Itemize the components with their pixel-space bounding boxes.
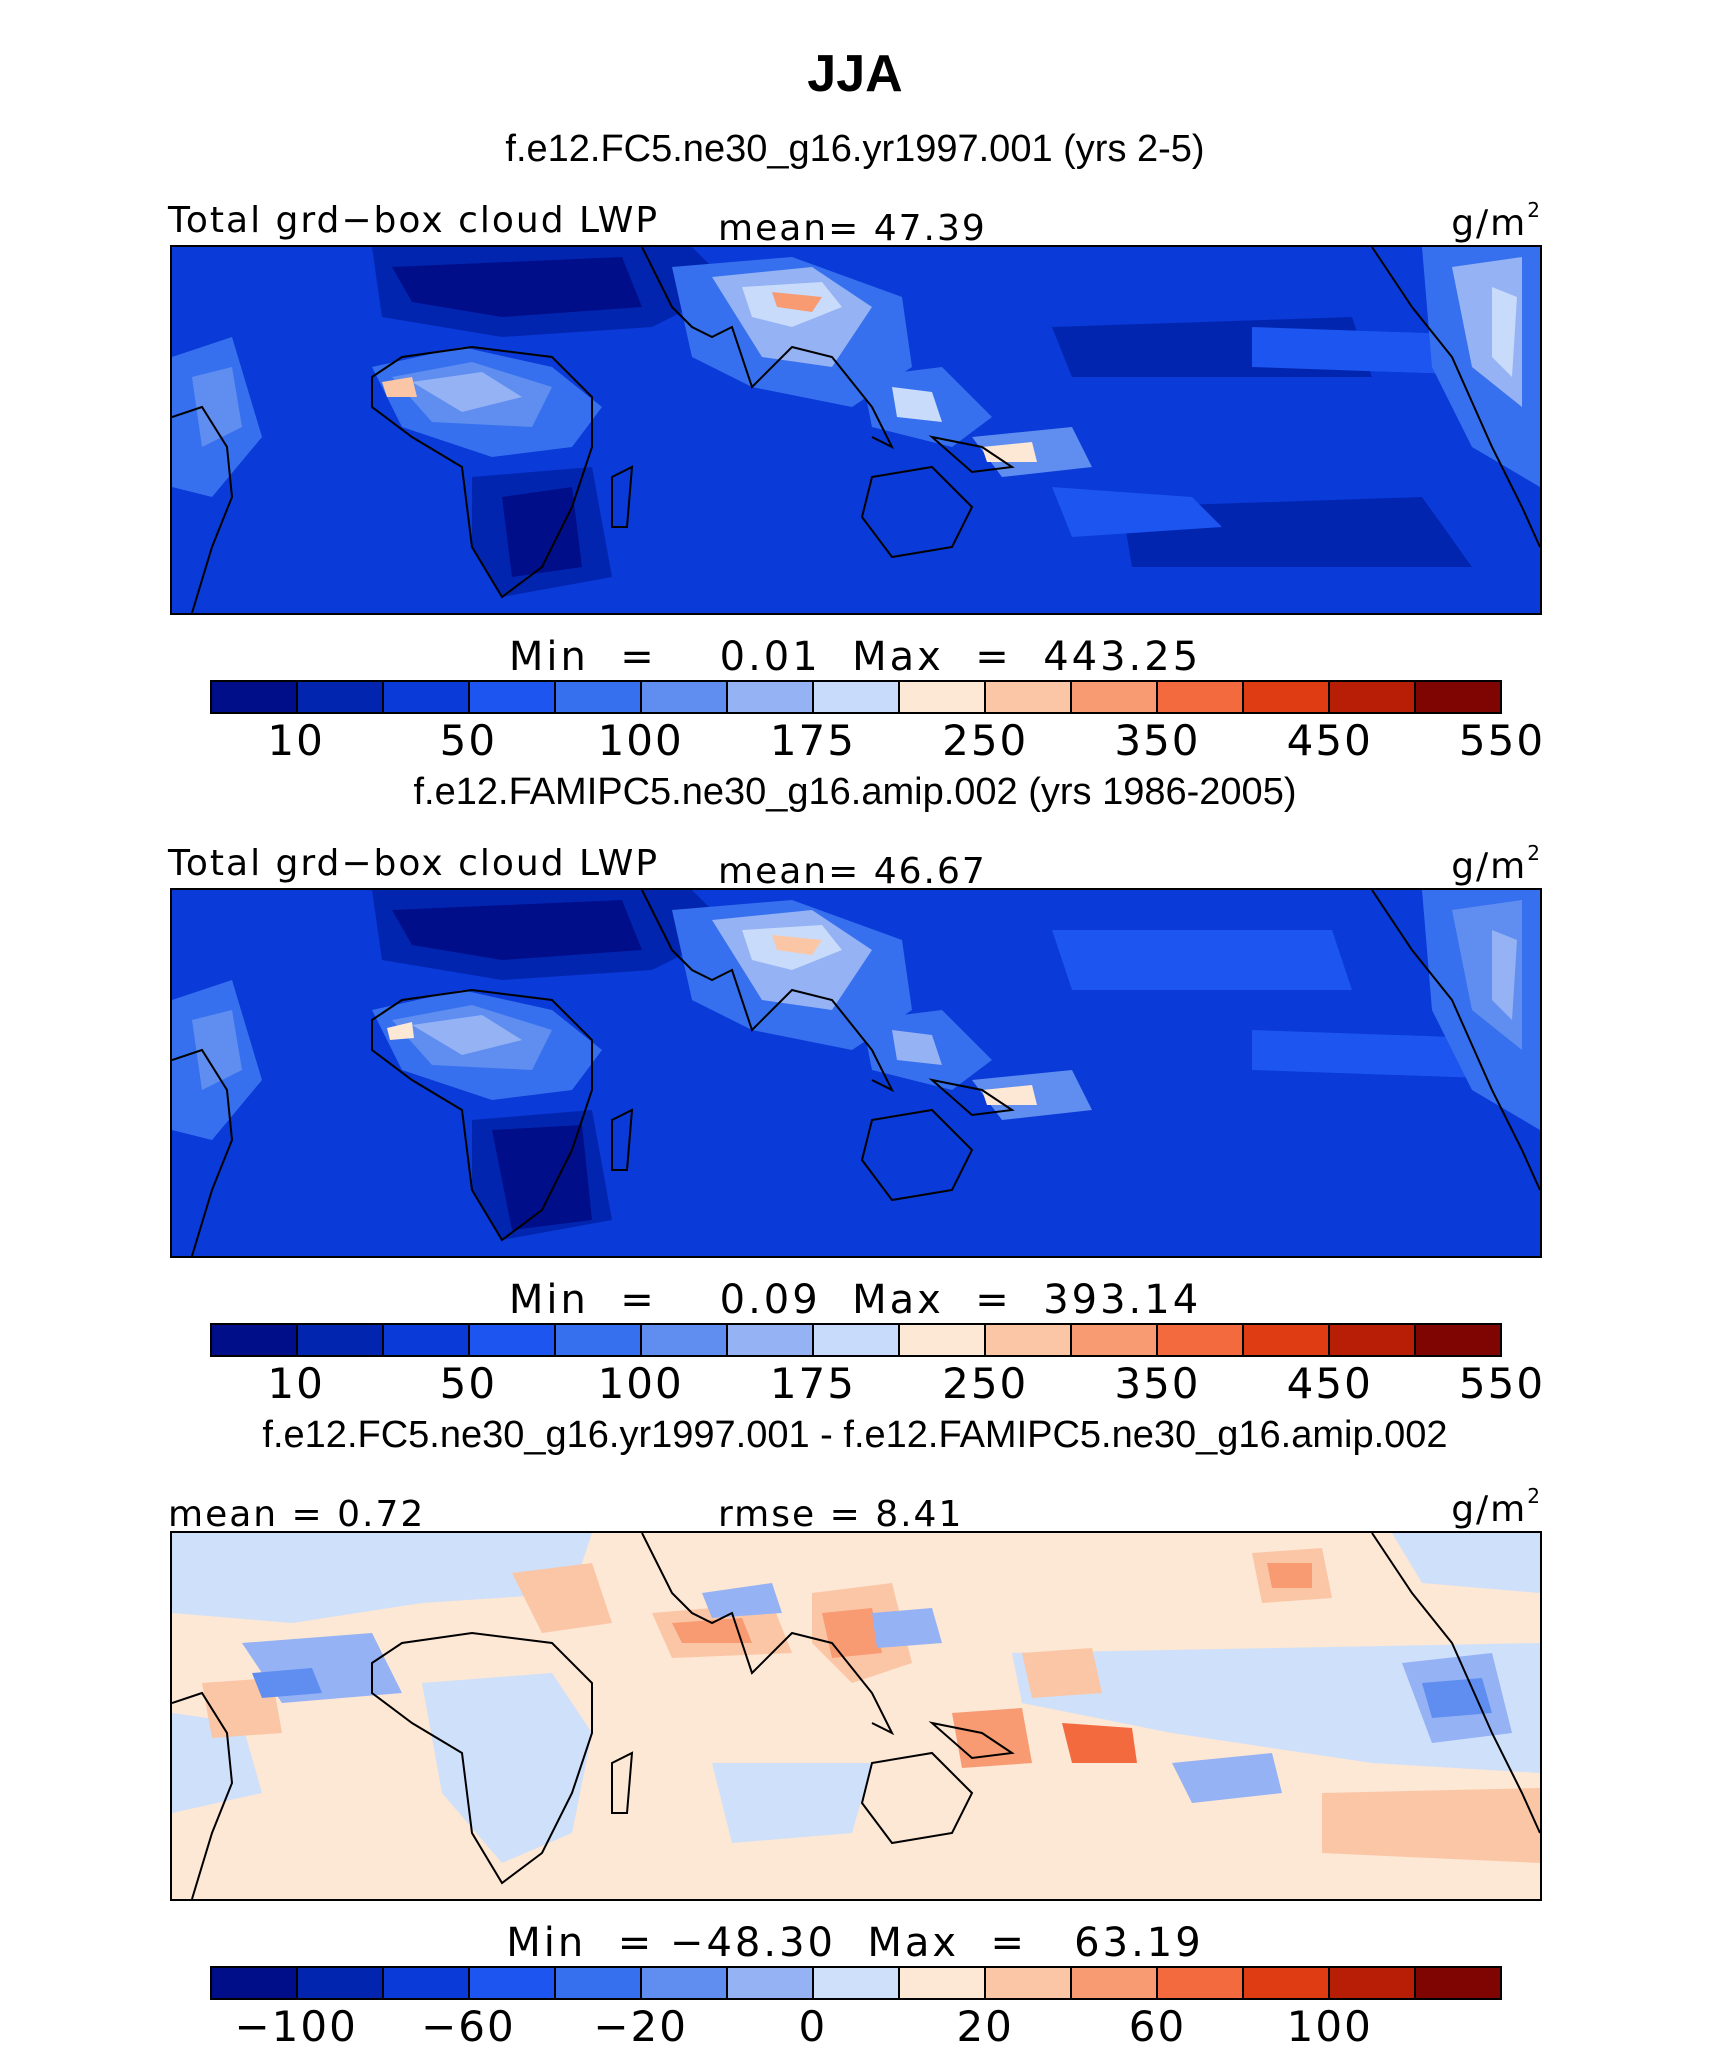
panel-2-minmax: Min = 0.09 Max = 393.14 [508, 1277, 1202, 1323]
colorbar-swatch [1158, 682, 1244, 712]
colorbar-tick-label: 100 [1286, 2002, 1373, 2051]
colorbar-swatch [986, 1968, 1072, 1998]
colorbar-swatch [470, 1968, 556, 1998]
colorbar-tick-label: 100 [597, 1359, 684, 1408]
colorbar-tick-label: 350 [1114, 1359, 1201, 1408]
panel-2-unit-label: g/m2 [1451, 841, 1542, 887]
colorbar-swatch [1416, 1968, 1500, 1998]
colorbar-swatch [1416, 682, 1500, 712]
colorbar-tick-label: 250 [942, 716, 1029, 765]
colorbar-tick-label: 350 [1114, 716, 1201, 765]
colorbar-swatch [470, 682, 556, 712]
panel-1-case-title: f.e12.FC5.ne30_g16.yr1997.001 (yrs 2-5) [505, 128, 1205, 170]
figure-title: JJA [807, 45, 903, 103]
colorbar-swatch [384, 1968, 470, 1998]
panel-2-map [170, 888, 1542, 1258]
colorbar-swatch [814, 1325, 900, 1355]
colorbar-swatch [642, 682, 728, 712]
colorbar-swatch [1158, 1325, 1244, 1355]
panel-2-contour-field [172, 890, 1540, 1256]
panel-1-colorbar-ticks: 10 50 100 175 250 350 450 550 [210, 716, 1543, 765]
panel-1-variable-label: Total grd−box cloud LWP [168, 200, 660, 241]
colorbar-tick-label: 50 [439, 716, 498, 765]
colorbar-tick-label: 450 [1286, 716, 1373, 765]
panel-1-colorbar [210, 680, 1502, 714]
panel-3-unit-label: g/m2 [1451, 1484, 1542, 1530]
panel-2-case-title: f.e12.FAMIPC5.ne30_g16.amip.002 (yrs 198… [413, 771, 1297, 813]
panel-3-mean-label: mean = 0.72 [168, 1494, 426, 1535]
colorbar-swatch [642, 1325, 728, 1355]
colorbar-swatch [212, 682, 298, 712]
colorbar-swatch [728, 1968, 814, 1998]
panel-1-unit-label: g/m2 [1451, 198, 1542, 244]
colorbar-swatch [298, 1325, 384, 1355]
colorbar-tick-label: 100 [597, 716, 684, 765]
panel-3-rmse-label: rmse = 8.41 [718, 1494, 964, 1535]
colorbar-tick-label: 175 [769, 716, 857, 765]
panel-2-mean-label: mean= 46.67 [718, 851, 987, 892]
panel-3-minmax: Min = −48.30 Max = 63.19 [506, 1920, 1204, 1966]
colorbar-tick-label: −20 [593, 2002, 688, 2051]
colorbar-tick-label: 450 [1286, 1359, 1373, 1408]
colorbar-swatch [1158, 1968, 1244, 1998]
panel-2-variable-label: Total grd−box cloud LWP [168, 843, 660, 884]
colorbar-swatch [556, 1968, 642, 1998]
colorbar-swatch [1416, 1325, 1500, 1355]
colorbar-swatch [384, 1325, 470, 1355]
colorbar-tick-label: 10 [267, 1359, 325, 1408]
colorbar-swatch [728, 1325, 814, 1355]
colorbar-tick-label: 50 [439, 1359, 498, 1408]
colorbar-swatch [814, 1968, 900, 1998]
colorbar-swatch [384, 682, 470, 712]
panel-1-contour-field [172, 247, 1540, 613]
colorbar-swatch [900, 1325, 986, 1355]
colorbar-swatch [1244, 1325, 1330, 1355]
colorbar-swatch [728, 682, 814, 712]
colorbar-swatch [1330, 1325, 1416, 1355]
colorbar-swatch [1072, 1325, 1158, 1355]
colorbar-tick-label: −100 [234, 2002, 358, 2051]
colorbar-swatch [212, 1968, 298, 1998]
panel-1-map [170, 245, 1542, 615]
colorbar-swatch [556, 1325, 642, 1355]
panel-3-contour-field [172, 1533, 1540, 1899]
colorbar-swatch [556, 682, 642, 712]
colorbar-swatch [1330, 1968, 1416, 1998]
colorbar-tick-label: 10 [267, 716, 325, 765]
colorbar-swatch [1072, 682, 1158, 712]
panel-1-minmax: Min = 0.01 Max = 443.25 [508, 634, 1202, 680]
colorbar-swatch [642, 1968, 728, 1998]
colorbar-swatch [212, 1325, 298, 1355]
colorbar-tick-label: −60 [421, 2002, 516, 2051]
panel-3-colorbar-ticks: −100 −60 −20 0 20 60 100 [210, 2002, 1502, 2051]
panel-3-case-title: f.e12.FC5.ne30_g16.yr1997.001 - f.e12.FA… [262, 1414, 1448, 1456]
colorbar-swatch [1244, 682, 1330, 712]
colorbar-tick-label: 175 [769, 1359, 857, 1408]
colorbar-swatch [986, 682, 1072, 712]
colorbar-swatch [900, 1968, 986, 1998]
panel-3-map [170, 1531, 1542, 1901]
panel-1-mean-label: mean= 47.39 [718, 208, 987, 249]
colorbar-swatch [470, 1325, 556, 1355]
colorbar-swatch [900, 682, 986, 712]
colorbar-swatch [1330, 682, 1416, 712]
colorbar-tick-label: 60 [1128, 2002, 1187, 2051]
panel-2-colorbar-ticks: 10 50 100 175 250 350 450 550 [210, 1359, 1543, 1408]
colorbar-tick-label: 250 [942, 1359, 1029, 1408]
colorbar-tick-label: 0 [798, 2002, 828, 2051]
colorbar-tick-label: 550 [1458, 1359, 1546, 1408]
colorbar-swatch [814, 682, 900, 712]
colorbar-swatch [986, 1325, 1072, 1355]
colorbar-tick-label: 550 [1458, 716, 1546, 765]
colorbar-swatch [1072, 1968, 1158, 1998]
colorbar-swatch [298, 1968, 384, 1998]
panel-3-colorbar [210, 1966, 1502, 2000]
panel-2-colorbar [210, 1323, 1502, 1357]
colorbar-tick-label: 20 [956, 2002, 1014, 2051]
colorbar-swatch [298, 682, 384, 712]
colorbar-swatch [1244, 1968, 1330, 1998]
